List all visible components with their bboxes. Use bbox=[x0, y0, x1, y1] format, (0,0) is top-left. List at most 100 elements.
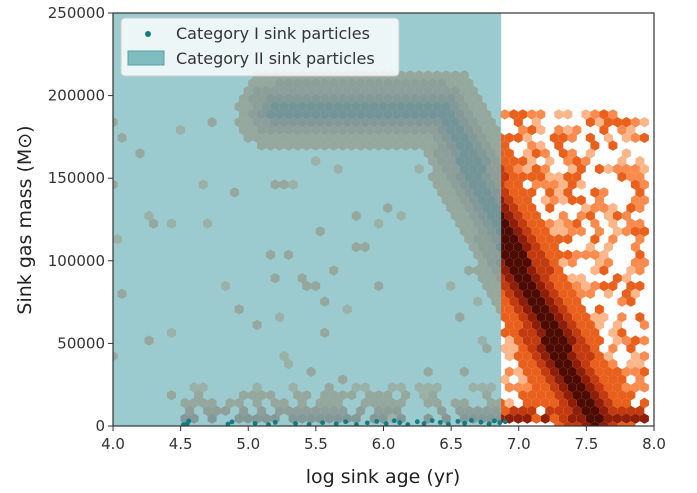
hexbin-cell bbox=[509, 312, 519, 323]
hexbin-cell bbox=[590, 265, 600, 276]
hexbin-cell bbox=[576, 366, 586, 377]
hexbin-cell bbox=[576, 288, 586, 299]
hexbin-cell bbox=[635, 156, 645, 167]
hexbin-cell bbox=[522, 273, 532, 284]
hexbin-cell bbox=[513, 366, 523, 377]
hexbin-cell bbox=[567, 257, 577, 268]
hexbin-cell bbox=[531, 117, 541, 128]
hexbin-cell bbox=[558, 257, 568, 268]
hexbin-cell bbox=[522, 132, 532, 143]
hexbin-cell bbox=[545, 312, 555, 323]
hexbin-cell bbox=[594, 335, 604, 346]
hexbin-cell bbox=[531, 226, 541, 237]
hexbin-cell bbox=[585, 210, 595, 221]
hexbin-cell bbox=[545, 218, 555, 229]
hexbin-cell bbox=[585, 319, 595, 331]
hexbin-cell bbox=[639, 351, 649, 362]
hexbin-cell bbox=[536, 140, 546, 151]
hexbin-cell bbox=[621, 335, 631, 346]
hexbin-cell bbox=[590, 140, 600, 151]
category-1-point bbox=[497, 420, 503, 426]
hexbin-cell bbox=[531, 397, 541, 409]
hexbin-cell bbox=[563, 171, 573, 182]
hexbin-cell bbox=[576, 163, 586, 175]
hexbin-cell bbox=[630, 382, 640, 393]
hexbin-cell bbox=[554, 296, 564, 307]
hexbin-cell bbox=[540, 397, 550, 409]
hexbin-cell bbox=[527, 156, 537, 167]
hexbin-cell bbox=[509, 296, 519, 307]
hexbin-cell bbox=[581, 280, 591, 292]
hexbin-cell bbox=[617, 156, 627, 167]
hexbin-cell bbox=[635, 249, 645, 260]
hexbin-cell bbox=[558, 273, 568, 284]
hexbin-cell bbox=[540, 335, 550, 346]
hexbin-cell bbox=[531, 148, 541, 159]
hexbin-cell bbox=[558, 351, 568, 362]
hexbin-cell bbox=[513, 241, 523, 253]
hexbin-cell bbox=[554, 234, 564, 245]
category-1-point bbox=[364, 420, 370, 426]
hexbin-cell bbox=[504, 179, 514, 190]
hexbin-cell bbox=[527, 374, 537, 385]
category-1-point bbox=[455, 418, 461, 424]
hexbin-cell bbox=[518, 390, 528, 401]
hexbin-cell bbox=[500, 234, 510, 245]
hexbin-cell bbox=[630, 226, 640, 237]
category-1-point bbox=[478, 419, 484, 425]
hexbin-cell bbox=[545, 156, 555, 167]
hexbin-cell bbox=[590, 421, 600, 426]
hexbin-cell bbox=[585, 148, 595, 159]
hexbin-cell bbox=[572, 421, 582, 426]
hexbin-cell bbox=[621, 288, 631, 299]
hexbin-cell bbox=[612, 163, 622, 175]
hexbin-cell bbox=[585, 335, 595, 346]
hexbin-cell bbox=[594, 366, 604, 377]
category-1-point bbox=[306, 421, 312, 426]
hexbin-cell bbox=[558, 397, 568, 409]
hexbin-cell bbox=[527, 296, 537, 307]
hexbin-cell bbox=[522, 304, 532, 315]
hexbin-cell bbox=[558, 335, 568, 346]
hexbin-cell bbox=[536, 218, 546, 229]
hexbin-cell bbox=[518, 343, 528, 354]
legend-marker-category-1 bbox=[145, 31, 151, 37]
hexbin-cell bbox=[513, 382, 523, 393]
hexbin-cell bbox=[581, 358, 591, 370]
hexbin-cell bbox=[621, 413, 631, 424]
hexbin-cell bbox=[518, 374, 528, 385]
hexbin-cell bbox=[572, 296, 582, 307]
x-tick-label: 6.5 bbox=[439, 435, 463, 453]
hexbin-cell bbox=[504, 241, 514, 253]
hexbin-cell bbox=[599, 265, 609, 276]
hexbin-cell bbox=[599, 390, 609, 401]
x-tick-label: 6.0 bbox=[372, 435, 396, 453]
category-1-point bbox=[272, 419, 278, 425]
hexbin-cell bbox=[585, 382, 595, 393]
hexbin-cell bbox=[572, 405, 582, 416]
hexbin-cell bbox=[518, 109, 528, 120]
hexbin-cell bbox=[585, 288, 595, 299]
hexbin-cell bbox=[576, 179, 586, 190]
hexbin-cell bbox=[639, 257, 649, 268]
hexbin-cell bbox=[617, 327, 627, 338]
hexbin-cell bbox=[567, 335, 577, 346]
hexbin-cell bbox=[626, 171, 636, 182]
hexbin-cell bbox=[536, 327, 546, 338]
hexbin-cell bbox=[522, 210, 532, 221]
hexbin-cell bbox=[554, 327, 564, 338]
hexbin-cell bbox=[572, 280, 582, 292]
hexbin-cell bbox=[527, 124, 537, 136]
hexbin-cell bbox=[608, 358, 618, 370]
hexbin-cell bbox=[603, 397, 613, 409]
hexbin-cell bbox=[626, 265, 636, 276]
hexbin-cell bbox=[599, 280, 609, 292]
hexbin-cell bbox=[585, 117, 595, 128]
hexbin-cell bbox=[500, 156, 510, 167]
hexbin-cell bbox=[612, 273, 622, 284]
hexbin-cell bbox=[500, 171, 510, 182]
hexbin-cell bbox=[531, 382, 541, 393]
hexbin-cell bbox=[536, 296, 546, 307]
hexbin-cell bbox=[576, 210, 586, 221]
hexbin-cell bbox=[590, 312, 600, 323]
